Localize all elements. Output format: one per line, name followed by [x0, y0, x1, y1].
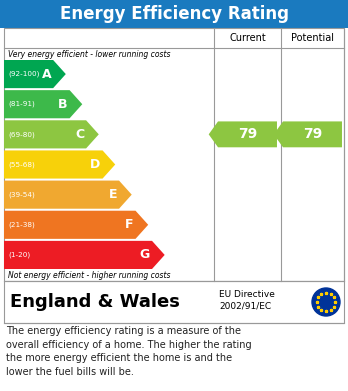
Text: B: B — [58, 98, 68, 111]
Text: F: F — [125, 218, 134, 231]
Text: EU Directive
2002/91/EC: EU Directive 2002/91/EC — [219, 290, 275, 310]
Text: (92-100): (92-100) — [8, 71, 39, 77]
Text: (1-20): (1-20) — [8, 252, 30, 258]
Polygon shape — [4, 241, 165, 269]
Polygon shape — [209, 122, 277, 147]
Text: England & Wales: England & Wales — [10, 293, 180, 311]
Polygon shape — [4, 120, 99, 149]
Text: Current: Current — [229, 33, 266, 43]
Text: D: D — [90, 158, 101, 171]
Polygon shape — [274, 122, 342, 147]
Text: Very energy efficient - lower running costs: Very energy efficient - lower running co… — [8, 50, 171, 59]
Text: E: E — [109, 188, 117, 201]
Text: 79: 79 — [303, 127, 323, 142]
Text: (69-80): (69-80) — [8, 131, 35, 138]
Text: (21-38): (21-38) — [8, 222, 35, 228]
Bar — [0, 0, 348, 28]
Text: Potential: Potential — [291, 33, 334, 43]
Polygon shape — [4, 151, 115, 179]
Polygon shape — [4, 211, 148, 239]
Text: (55-68): (55-68) — [8, 161, 35, 168]
Bar — [4, 281, 344, 323]
Text: C: C — [75, 128, 84, 141]
Text: (81-91): (81-91) — [8, 101, 35, 108]
Bar — [4, 28, 344, 281]
Text: (39-54): (39-54) — [8, 191, 35, 198]
Text: 79: 79 — [238, 127, 258, 142]
Text: A: A — [41, 68, 51, 81]
Text: G: G — [140, 248, 150, 262]
Polygon shape — [4, 60, 66, 88]
Polygon shape — [4, 90, 82, 118]
Text: The energy efficiency rating is a measure of the
overall efficiency of a home. T: The energy efficiency rating is a measur… — [6, 326, 252, 377]
Polygon shape — [4, 181, 132, 209]
Text: Not energy efficient - higher running costs: Not energy efficient - higher running co… — [8, 271, 171, 280]
Circle shape — [312, 288, 340, 316]
Text: Energy Efficiency Rating: Energy Efficiency Rating — [60, 5, 288, 23]
